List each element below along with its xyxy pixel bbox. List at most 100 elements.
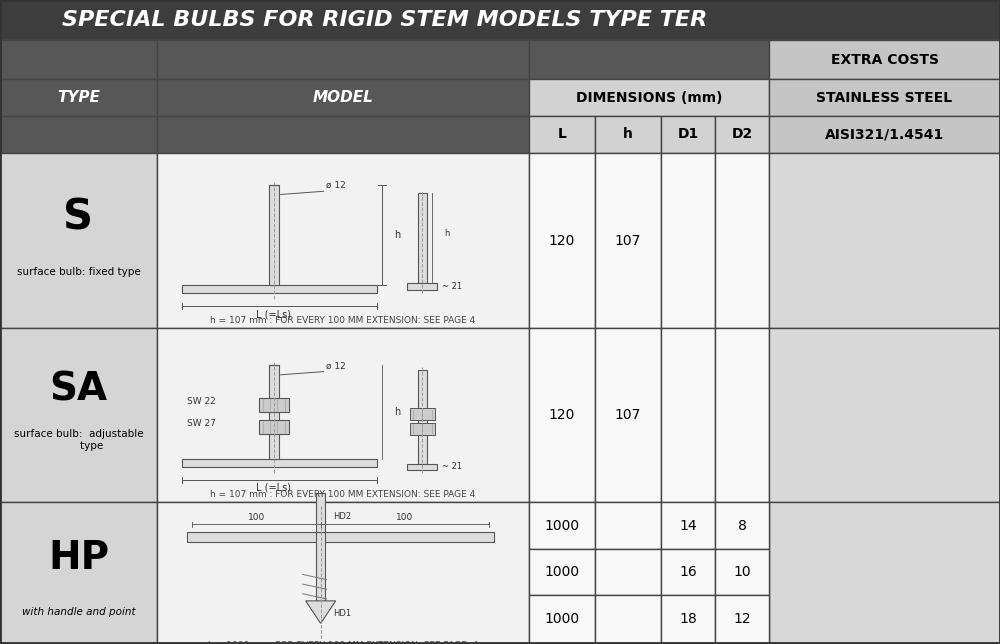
Text: 107: 107 xyxy=(615,234,641,247)
Text: HD2: HD2 xyxy=(333,512,351,521)
Bar xyxy=(157,40,529,79)
Bar xyxy=(661,502,715,549)
Text: 10: 10 xyxy=(733,565,751,579)
Text: ~ 21: ~ 21 xyxy=(442,282,462,291)
Bar xyxy=(0,502,157,643)
Text: surface bulb: fixed type: surface bulb: fixed type xyxy=(17,267,140,277)
Text: 1000: 1000 xyxy=(544,612,580,626)
Text: h = 107 mm : FOR EVERY 100 MM EXTENSION: SEE PAGE 4: h = 107 mm : FOR EVERY 100 MM EXTENSION:… xyxy=(210,316,476,325)
Bar xyxy=(157,79,529,116)
Text: D2: D2 xyxy=(731,128,753,141)
Text: 100: 100 xyxy=(248,513,265,522)
Text: ~ 21: ~ 21 xyxy=(442,462,462,471)
Bar xyxy=(182,459,377,467)
Bar xyxy=(715,116,769,153)
Text: L = 1000 mm: FOR EVERY 100 MM EXTENSION: SEE PAGE  4: L = 1000 mm: FOR EVERY 100 MM EXTENSION:… xyxy=(208,641,478,644)
Bar xyxy=(715,153,769,328)
Text: L: L xyxy=(558,128,566,141)
Bar xyxy=(595,502,661,549)
Text: 16: 16 xyxy=(679,565,697,579)
Bar xyxy=(0,116,157,153)
Text: ø 12: ø 12 xyxy=(326,181,345,190)
Text: h: h xyxy=(394,230,400,240)
Text: 1000: 1000 xyxy=(544,565,580,579)
Bar xyxy=(259,398,289,412)
Bar xyxy=(157,153,529,328)
Text: 1000: 1000 xyxy=(544,518,580,533)
Bar xyxy=(269,365,279,459)
Bar xyxy=(529,116,595,153)
Bar xyxy=(407,283,437,290)
Bar xyxy=(661,595,715,643)
Text: STAINLESS STEEL: STAINLESS STEEL xyxy=(816,91,953,104)
Bar xyxy=(595,549,661,595)
Text: EXTRA COSTS: EXTRA COSTS xyxy=(831,53,939,66)
Text: h: h xyxy=(394,407,400,417)
Bar xyxy=(0,153,157,328)
Bar xyxy=(410,423,435,435)
Text: S: S xyxy=(64,196,94,239)
Bar xyxy=(715,549,769,595)
Text: HD1: HD1 xyxy=(333,609,351,618)
Bar xyxy=(316,532,325,601)
Text: surface bulb:  adjustable
        type: surface bulb: adjustable type xyxy=(14,429,143,451)
Bar xyxy=(157,328,529,502)
Bar xyxy=(316,493,325,532)
Bar xyxy=(407,464,437,470)
Bar xyxy=(410,408,435,420)
Bar xyxy=(661,153,715,328)
Bar xyxy=(529,595,595,643)
Bar xyxy=(0,328,157,502)
Bar xyxy=(157,502,529,643)
Text: 12: 12 xyxy=(733,612,751,626)
Text: with handle and point: with handle and point xyxy=(22,607,135,617)
Bar xyxy=(529,549,595,595)
Text: DIMENSIONS (mm): DIMENSIONS (mm) xyxy=(576,91,722,104)
Text: ø 12: ø 12 xyxy=(326,361,345,370)
Text: D1: D1 xyxy=(677,128,699,141)
Bar xyxy=(595,116,661,153)
Bar xyxy=(182,285,377,293)
Bar xyxy=(595,595,661,643)
Bar xyxy=(661,116,715,153)
Text: 8: 8 xyxy=(738,518,746,533)
Bar xyxy=(418,370,427,464)
Text: L (=Ls): L (=Ls) xyxy=(256,309,291,319)
Bar xyxy=(769,153,1000,328)
Text: L (=Ls): L (=Ls) xyxy=(256,482,291,493)
Text: AISI321/1.4541: AISI321/1.4541 xyxy=(825,128,944,141)
Bar xyxy=(769,40,1000,79)
Bar xyxy=(418,193,427,283)
Bar xyxy=(187,532,494,542)
Text: TYPE: TYPE xyxy=(57,90,100,105)
Bar xyxy=(269,185,279,285)
Bar xyxy=(715,328,769,502)
Bar xyxy=(0,40,157,79)
Bar xyxy=(529,40,769,79)
Text: MODEL: MODEL xyxy=(313,90,373,105)
Bar xyxy=(529,328,595,502)
Bar xyxy=(0,0,1000,40)
Bar xyxy=(157,116,529,153)
Bar xyxy=(529,79,769,116)
Bar xyxy=(0,79,157,116)
Text: h = 107 mm : FOR EVERY 100 MM EXTENSION: SEE PAGE 4: h = 107 mm : FOR EVERY 100 MM EXTENSION:… xyxy=(210,490,476,499)
Text: SW 22: SW 22 xyxy=(187,397,216,406)
Text: 107: 107 xyxy=(615,408,641,422)
Polygon shape xyxy=(306,601,336,623)
Bar xyxy=(529,502,595,549)
Bar xyxy=(529,153,595,328)
Text: HP: HP xyxy=(48,540,109,578)
Bar xyxy=(769,502,1000,643)
Text: SW 27: SW 27 xyxy=(187,419,216,428)
Bar xyxy=(769,79,1000,116)
Text: SPECIAL BULBS FOR RIGID STEM MODELS TYPE TER: SPECIAL BULBS FOR RIGID STEM MODELS TYPE… xyxy=(62,10,708,30)
Text: 100: 100 xyxy=(396,513,413,522)
Text: 120: 120 xyxy=(549,234,575,247)
Bar xyxy=(595,153,661,328)
Text: h: h xyxy=(623,128,633,141)
Text: SA: SA xyxy=(49,370,108,408)
Bar xyxy=(661,328,715,502)
Bar xyxy=(661,549,715,595)
Bar xyxy=(595,328,661,502)
